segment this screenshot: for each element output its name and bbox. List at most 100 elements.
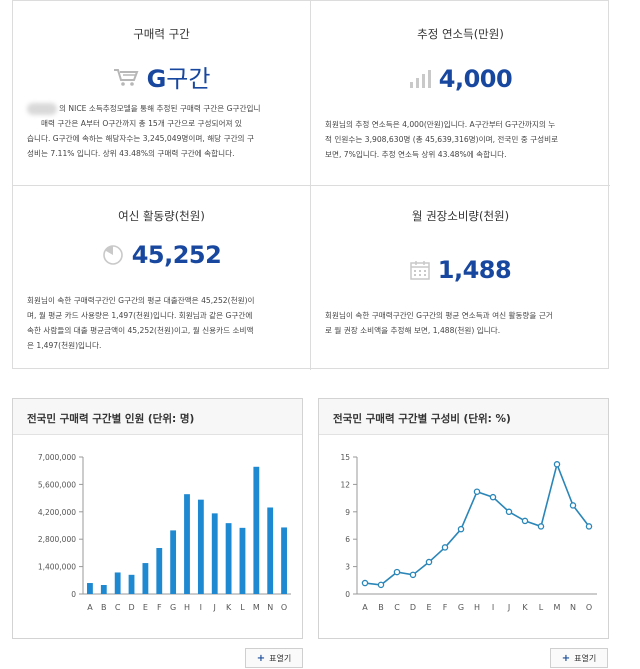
card-recommended-spending: 월 권장소비량(천원) 1,488 회원님이 속한 구매력구간인 G구간의 평균… xyxy=(311,186,610,370)
bar-E xyxy=(142,563,149,594)
point-E xyxy=(425,558,433,566)
point-C xyxy=(393,568,401,576)
x-tick-label: J xyxy=(213,603,216,612)
bar-I xyxy=(197,499,204,594)
point-M xyxy=(553,461,561,468)
open-table-button-right[interactable]: + 표열기 xyxy=(550,648,608,668)
panel-title: 전국민 구매력 구간별 구성비 (단위: %) xyxy=(319,399,608,435)
bar-N xyxy=(267,507,274,594)
y-tick-label: 0 xyxy=(71,590,76,599)
x-tick-label: E xyxy=(426,603,431,612)
bar-O xyxy=(281,527,287,594)
bar-A xyxy=(87,583,93,594)
x-tick-label: L xyxy=(539,603,544,612)
credit-value: 45,252 xyxy=(131,241,222,269)
y-tick-label: 2,800,000 xyxy=(38,535,76,544)
x-tick-label: C xyxy=(115,603,121,612)
bar-C xyxy=(114,572,121,594)
y-tick-label: 3 xyxy=(345,563,350,572)
x-tick-label: N xyxy=(570,603,576,612)
x-tick-label: L xyxy=(240,603,245,612)
shopping-cart-icon xyxy=(113,68,139,86)
panel-composition-by-grade: 전국민 구매력 구간별 구성비 (단위: %) 0 3 6 9 12 15 A B C D E F G H… xyxy=(318,398,609,639)
x-tick-label: F xyxy=(443,603,448,612)
card-estimated-income: 추정 연소득(만원) 4,000 회원님의 추정 연소득은 4,000(만원)입… xyxy=(311,1,610,185)
card-title: 추정 연소득(만원) xyxy=(417,27,504,41)
x-tick-label: D xyxy=(128,603,134,612)
x-tick-label: H xyxy=(474,603,480,612)
point-K xyxy=(521,517,529,525)
y-tick-label: 7,000,000 xyxy=(38,453,76,462)
calendar-icon xyxy=(410,261,430,280)
card-title: 구매력 구간 xyxy=(133,27,190,41)
x-tick-label: E xyxy=(143,603,148,612)
x-tick-label: B xyxy=(101,603,107,612)
income-value: 4,000 xyxy=(438,65,513,93)
point-N xyxy=(569,502,577,509)
x-tick-label: O xyxy=(281,603,287,612)
summary-grid: 구매력 구간 G구간 의 NICE 소득추정모델을 통해 추정된 구매력 구간은… xyxy=(12,0,610,370)
redacted-name xyxy=(27,103,57,115)
x-tick-label: I xyxy=(200,603,202,612)
grade-suffix: 구간 xyxy=(166,65,211,93)
y-tick-label: 4,200,000 xyxy=(38,508,76,517)
x-tick-label: N xyxy=(267,603,273,612)
y-tick-label: 0 xyxy=(345,590,350,599)
card-description: 의 NICE 소득추정모델을 통해 추정된 구매력 구간은 G구간입니 매력 구… xyxy=(27,103,261,158)
point-G xyxy=(457,525,465,533)
y-tick-label: 9 xyxy=(345,508,350,517)
population-bar-chart: 0 1,400,000 2,800,000 4,200,000 5,600,000 7,0… xyxy=(38,453,291,612)
grade-letter: G xyxy=(146,65,167,93)
point-H xyxy=(473,488,481,495)
panel-population-by-grade: 전국민 구매력 구간별 인원 (단위: 명) 0 1,400,000 2,800,0… xyxy=(12,398,303,639)
x-tick-label: G xyxy=(458,603,464,612)
x-tick-label: H xyxy=(184,603,190,612)
card-description: 회원님의 추정 연소득은 4,000(만원)입니다. A구간부터 G구간까지의 … xyxy=(325,120,559,159)
x-tick-label: D xyxy=(410,603,416,612)
point-A xyxy=(361,579,369,587)
y-tick-label: 12 xyxy=(340,480,350,489)
bar-J xyxy=(211,513,218,594)
point-O xyxy=(585,523,593,530)
point-D xyxy=(409,571,417,579)
point-F xyxy=(441,544,449,551)
bar-chart-icon xyxy=(409,70,431,88)
bar-H xyxy=(184,494,190,594)
composition-line-chart: 0 3 6 9 12 15 A B C D E F G H I J K L M N O xyxy=(340,453,597,612)
bar-D xyxy=(128,574,135,594)
card-title: 월 권장소비량(천원) xyxy=(411,209,510,223)
point-B xyxy=(377,581,385,589)
open-table-button-left[interactable]: + 표열기 xyxy=(245,648,303,668)
x-tick-label: O xyxy=(586,603,592,612)
bar-G xyxy=(170,530,177,594)
grid-divider-horizontal xyxy=(13,185,610,186)
card-title: 여신 활동량(천원) xyxy=(118,209,205,223)
card-description: 회원님이 속한 구매력구간인 G구간의 평균 연소득과 여신 활동량을 근거 로… xyxy=(325,311,553,335)
x-tick-label: M xyxy=(253,603,260,612)
x-tick-label: J xyxy=(507,603,510,612)
x-tick-label: C xyxy=(394,603,400,612)
card-purchasing-power: 구매력 구간 G구간 의 NICE 소득추정모델을 통해 추정된 구매력 구간은… xyxy=(13,1,310,185)
x-tick-label: A xyxy=(87,603,93,612)
series-line xyxy=(364,461,590,586)
spending-value: 1,488 xyxy=(437,256,512,284)
card-description: 회원님이 속한 구매력구간인 G구간의 평균 대출잔액은 45,252(천원)이… xyxy=(27,296,255,350)
point-I xyxy=(489,493,497,501)
x-tick-label: B xyxy=(378,603,384,612)
point-L xyxy=(537,523,545,530)
x-tick-label: F xyxy=(157,603,162,612)
bar-L xyxy=(239,527,246,594)
y-tick-label: 5,600,000 xyxy=(38,480,76,489)
x-tick-label: A xyxy=(362,603,368,612)
bar-B xyxy=(100,584,107,594)
card-credit-activity: 여신 활동량(천원) 45,252 회원님이 속한 구매력구간인 G구간의 평균… xyxy=(13,186,310,370)
grade-value: G구간 xyxy=(147,59,211,94)
panel-title: 전국민 구매력 구간별 인원 (단위: 명) xyxy=(13,399,302,435)
x-tick-label: M xyxy=(554,603,561,612)
y-tick-label: 6 xyxy=(345,535,350,544)
x-tick-label: K xyxy=(226,603,232,612)
y-tick-label: 1,400,000 xyxy=(38,563,76,572)
bar-K xyxy=(225,523,232,594)
x-tick-label: K xyxy=(522,603,528,612)
bar-F xyxy=(156,548,163,594)
